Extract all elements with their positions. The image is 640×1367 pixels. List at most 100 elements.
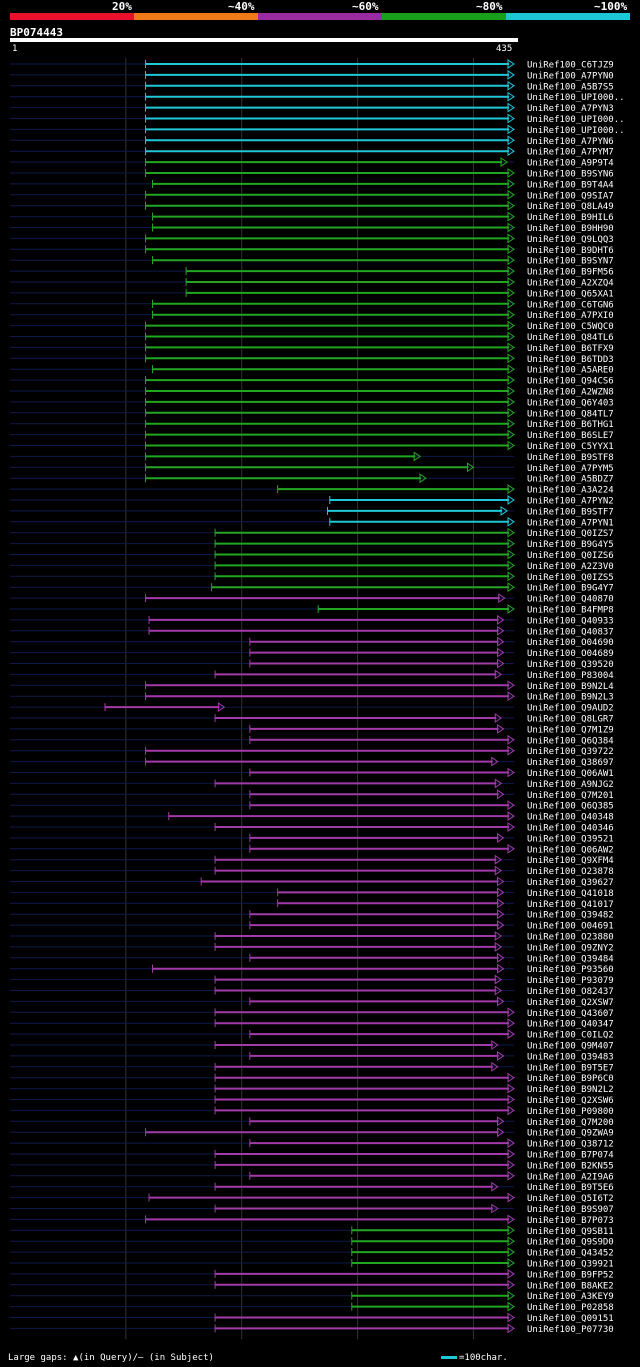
hit-label: UniRef100_Q84TL6 xyxy=(527,333,614,343)
hit-label: UniRef100_Q39520 xyxy=(527,660,614,670)
hit-arrow xyxy=(497,625,505,636)
hit-label: UniRef100_A7PYN1 xyxy=(527,518,614,528)
hit-label: UniRef100_Q8LGR7 xyxy=(527,715,614,725)
hit-arrow xyxy=(507,604,515,614)
hit-label: UniRef100_Q65XA1 xyxy=(527,289,614,299)
hit-label: UniRef100_A7PYM7 xyxy=(527,148,614,158)
hit-arrow xyxy=(507,1159,515,1170)
hit-label: UniRef100_Q06AW2 xyxy=(527,845,614,855)
legend-label-40: ~40% xyxy=(228,0,255,13)
hit-arrow xyxy=(491,1181,499,1192)
hit-arrow xyxy=(507,516,515,527)
hit-arrow xyxy=(507,484,515,495)
ruler-start-label: 1 xyxy=(12,44,18,54)
hit-label: UniRef100_Q7M1Z9 xyxy=(527,725,614,735)
hit-arrow xyxy=(507,309,515,320)
hit-label: UniRef100_Q40933 xyxy=(527,616,614,626)
hit-arrow xyxy=(507,1029,515,1040)
hit-arrow xyxy=(497,658,505,669)
hit-arrow xyxy=(507,811,515,822)
legend-segment-20 xyxy=(10,13,134,20)
hit-arrow xyxy=(497,647,505,658)
hit-label: UniRef100_B9T5E6 xyxy=(527,1183,614,1193)
hit-arrow xyxy=(507,113,515,124)
hit-label: UniRef100_B9FP52 xyxy=(527,1270,614,1280)
hit-arrow xyxy=(507,200,515,211)
hit-label: UniRef100_A9P9T4 xyxy=(527,159,614,169)
hit-arrow xyxy=(507,396,515,407)
scale-legend: =100char. xyxy=(441,1353,508,1363)
hit-arrow xyxy=(507,1149,515,1159)
hit-label: UniRef100_Q8LA49 xyxy=(527,202,614,212)
ruler-end-label: 435 xyxy=(496,44,513,54)
hit-arrow xyxy=(494,854,503,865)
hit-arrow xyxy=(507,680,515,691)
hit-arrow xyxy=(507,1323,515,1334)
hit-label: UniRef100_P83004 xyxy=(527,671,614,681)
identity-legend-bar xyxy=(10,13,630,20)
legend-segment-40 xyxy=(134,13,258,20)
hit-label: UniRef100_Q39521 xyxy=(527,834,614,844)
hit-label: UniRef100_A2WZN8 xyxy=(527,388,614,398)
hit-arrow xyxy=(507,571,515,582)
hit-label: UniRef100_Q39483 xyxy=(527,1052,614,1062)
hit-arrow xyxy=(507,691,515,702)
hit-arrow xyxy=(507,1138,515,1149)
hit-label: UniRef100_Q9SIA7 xyxy=(527,191,614,201)
hit-arrow xyxy=(507,1279,515,1290)
hit-arrow xyxy=(507,1225,515,1236)
hit-label: UniRef100_Q7M201 xyxy=(527,791,614,801)
hit-label: UniRef100_B9HH90 xyxy=(527,224,614,234)
hit-arrow xyxy=(494,713,503,723)
hit-arrow xyxy=(507,331,515,342)
hit-label: UniRef100_Q38697 xyxy=(527,758,614,768)
hit-arrow xyxy=(507,495,515,505)
legend-segment-100 xyxy=(506,13,630,20)
hit-label: UniRef100_Q7M200 xyxy=(527,1118,614,1128)
hit-label: UniRef100_A5ARE0 xyxy=(527,366,614,376)
hit-label: UniRef100_A9NJG2 xyxy=(527,780,614,790)
hit-arrow xyxy=(507,91,515,102)
hit-label: UniRef100_P93560 xyxy=(527,965,614,975)
hit-arrow xyxy=(491,1203,499,1214)
hit-label: UniRef100_B6THG1 xyxy=(527,420,614,430)
hit-arrow xyxy=(494,931,503,941)
hit-arrow xyxy=(507,1192,515,1203)
legend-label-80: ~80% xyxy=(476,0,503,13)
hit-arrow xyxy=(507,386,515,396)
hit-arrow xyxy=(507,1083,515,1094)
hit-label: UniRef100_B9FM56 xyxy=(527,268,614,278)
hit-label: UniRef100_B9STF8 xyxy=(527,453,614,463)
hit-label: UniRef100_A2I9A6 xyxy=(527,1172,614,1182)
legend-label-60: ~60% xyxy=(352,0,379,13)
hit-label: UniRef100_Q40348 xyxy=(527,813,614,823)
hit-label: UniRef100_Q2XSW7 xyxy=(527,998,614,1008)
hit-arrow xyxy=(217,702,226,713)
hit-label: UniRef100_A7PYN0 xyxy=(527,71,614,81)
hit-arrow xyxy=(497,996,505,1007)
hit-arrow xyxy=(494,669,503,680)
hit-label: UniRef100_A7PYM5 xyxy=(527,464,614,474)
hit-arrow xyxy=(507,124,515,135)
hit-arrow xyxy=(497,723,505,734)
hit-arrow xyxy=(466,462,475,473)
hit-label: UniRef100_Q5I6T2 xyxy=(527,1194,614,1204)
hit-label: UniRef100_P07730 xyxy=(527,1325,614,1335)
hit-arrow xyxy=(497,909,505,920)
hit-arrow xyxy=(507,222,515,233)
hit-label: UniRef100_B9S907 xyxy=(527,1205,614,1215)
hit-label: UniRef100_B9N2L4 xyxy=(527,682,614,692)
hit-arrow xyxy=(494,865,503,876)
hit-label: UniRef100_Q9M407 xyxy=(527,1042,614,1052)
hit-label: UniRef100_A5BDZ7 xyxy=(527,475,614,485)
hit-label: UniRef100_Q43452 xyxy=(527,1249,614,1259)
hit-label: UniRef100_B4FMP8 xyxy=(527,606,614,616)
hit-arrow xyxy=(507,178,515,189)
hit-label: UniRef100_Q43607 xyxy=(527,1009,614,1019)
hit-label: UniRef100_B9G4Y5 xyxy=(527,540,614,550)
hit-label: UniRef100_B9SYN6 xyxy=(527,170,614,180)
hit-label: UniRef100_C6TJZ9 xyxy=(527,61,614,71)
hit-arrow xyxy=(507,1072,515,1083)
hit-label: UniRef100_Q6Q384 xyxy=(527,736,614,746)
hit-label: UniRef100_Q41018 xyxy=(527,889,614,899)
